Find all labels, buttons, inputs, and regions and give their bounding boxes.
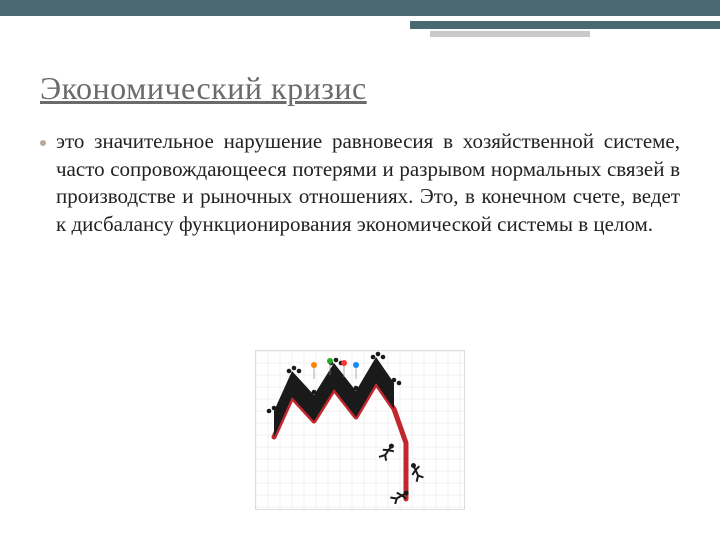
slide-body: это значительное нарушение равновесия в …	[40, 128, 680, 239]
bullet-marker	[40, 140, 46, 146]
bullet-item: это значительное нарушение равновесия в …	[40, 128, 680, 239]
bullet-text: это значительное нарушение равновесия в …	[56, 128, 680, 239]
crisis-chart-illustration	[255, 350, 465, 510]
accent-bar	[430, 31, 590, 37]
top-accent-bars	[0, 0, 720, 32]
slide-title: Экономический кризис	[40, 70, 367, 107]
accent-bar	[410, 21, 720, 29]
accent-bar	[0, 0, 720, 16]
